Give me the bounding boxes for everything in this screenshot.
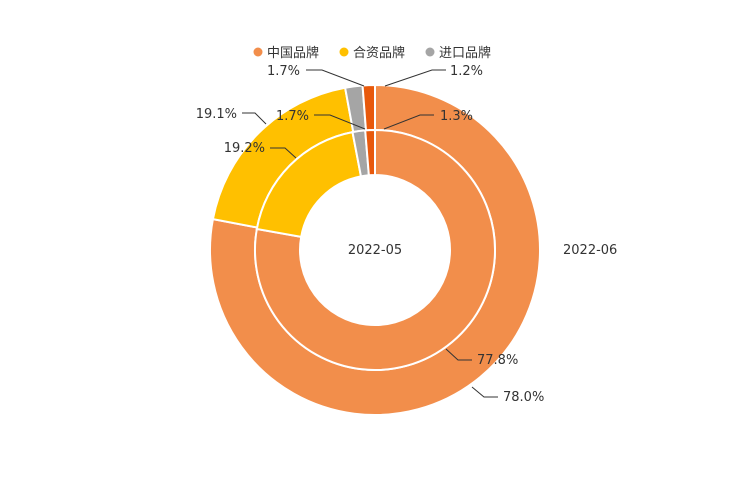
leader-lines [242, 69, 498, 398]
leader-inner-china [445, 348, 472, 361]
outer-ring-label: 2022-06 [563, 243, 617, 258]
leader-outer-import [306, 69, 365, 87]
legend-label-jv: 合资品牌 [353, 45, 405, 61]
label-inner-china: 77.8% [477, 353, 518, 368]
label-outer-jv: 19.1% [196, 107, 237, 122]
leader-inner-import [314, 114, 366, 130]
leader-outer-other [384, 69, 446, 87]
inner-ring-label: 2022-05 [348, 243, 402, 258]
legend-marker-import [425, 47, 435, 57]
label-inner-jv: 19.2% [224, 141, 265, 156]
legend: 中国品牌 合资品牌 进口品牌 [253, 45, 492, 61]
leader-outer-china [471, 386, 498, 398]
leader-inner-other [383, 114, 434, 130]
legend-item-import[interactable]: 进口品牌 [425, 45, 492, 61]
legend-item-jv[interactable]: 合资品牌 [339, 45, 406, 61]
inner-ring-2022-05 [254, 128, 496, 371]
label-outer-import: 1.7% [267, 64, 300, 79]
slice-inner-china[interactable] [254, 128, 496, 371]
label-inner-import: 1.7% [276, 109, 309, 124]
label-outer-other: 1.2% [450, 64, 483, 79]
leader-outer-jv [242, 112, 267, 125]
label-inner-other: 1.3% [440, 109, 473, 124]
legend-marker-jv [339, 47, 349, 57]
leader-inner-jv [270, 147, 297, 159]
legend-marker-china [253, 47, 263, 57]
legend-label-import: 进口品牌 [439, 45, 491, 61]
legend-item-china[interactable]: 中国品牌 [253, 45, 320, 61]
slice-inner-other[interactable] [364, 128, 376, 177]
data-labels: 78.0% 19.1% 1.7% 1.2% 77.8% 19.2% 1.7% 1… [196, 64, 545, 405]
legend-label-china: 中国品牌 [267, 45, 319, 61]
label-outer-china: 78.0% [503, 390, 544, 405]
